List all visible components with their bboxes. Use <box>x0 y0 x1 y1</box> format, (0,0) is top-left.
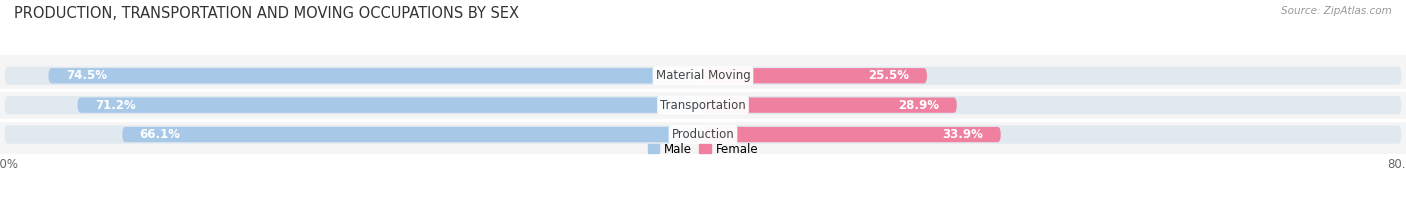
FancyBboxPatch shape <box>48 68 703 83</box>
Text: PRODUCTION, TRANSPORTATION AND MOVING OCCUPATIONS BY SEX: PRODUCTION, TRANSPORTATION AND MOVING OC… <box>14 6 519 21</box>
FancyBboxPatch shape <box>77 98 703 113</box>
FancyBboxPatch shape <box>122 127 703 142</box>
FancyBboxPatch shape <box>703 68 927 83</box>
Text: Transportation: Transportation <box>661 99 745 112</box>
Text: 74.5%: 74.5% <box>66 69 107 82</box>
Text: 71.2%: 71.2% <box>94 99 135 112</box>
Text: 28.9%: 28.9% <box>898 99 939 112</box>
Legend: Male, Female: Male, Female <box>648 143 758 156</box>
FancyBboxPatch shape <box>703 98 957 113</box>
FancyBboxPatch shape <box>4 96 1402 114</box>
Text: 66.1%: 66.1% <box>139 128 181 141</box>
Text: 33.9%: 33.9% <box>942 128 983 141</box>
Text: Material Moving: Material Moving <box>655 69 751 82</box>
FancyBboxPatch shape <box>4 125 1402 144</box>
Text: Source: ZipAtlas.com: Source: ZipAtlas.com <box>1281 6 1392 16</box>
FancyBboxPatch shape <box>4 67 1402 85</box>
Text: 25.5%: 25.5% <box>869 69 910 82</box>
FancyBboxPatch shape <box>703 127 1001 142</box>
Text: Production: Production <box>672 128 734 141</box>
